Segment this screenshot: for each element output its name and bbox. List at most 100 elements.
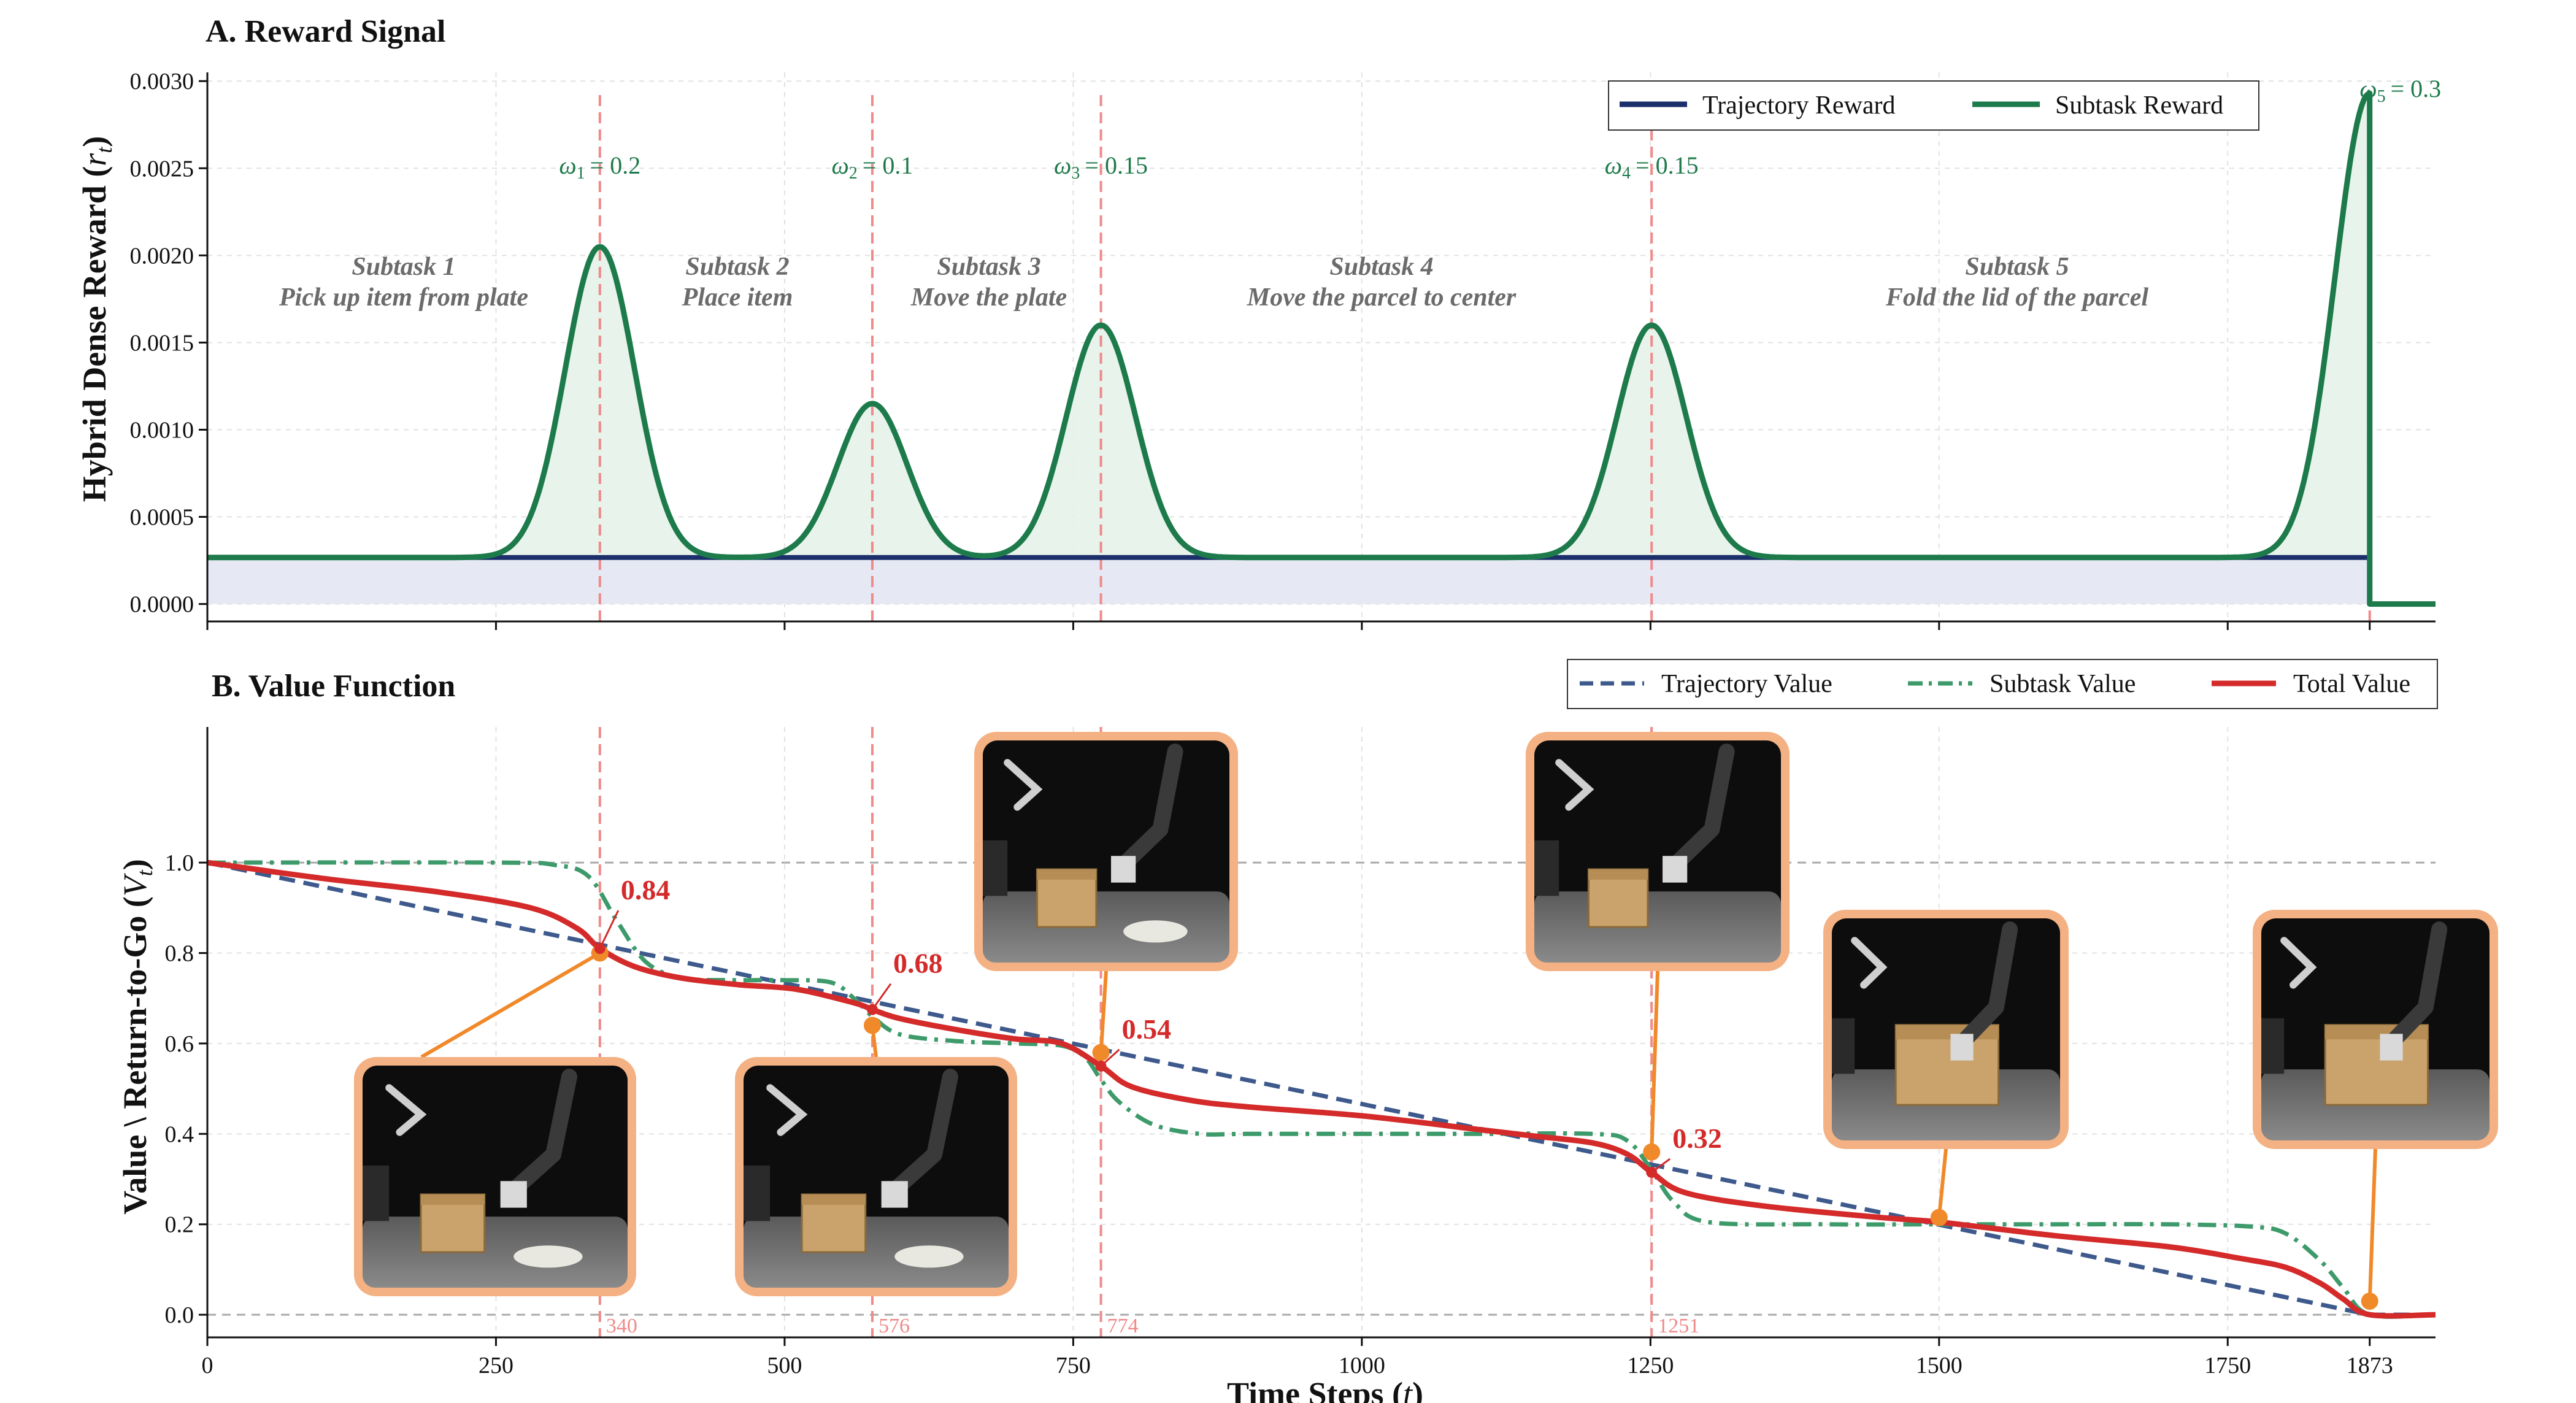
- keyframe-parcel-lid-1: [421, 1194, 485, 1205]
- reward-ytick-label-4: 0.0020: [130, 243, 194, 269]
- subtask-desc-2: Place item: [682, 283, 793, 312]
- legend-trajectory-reward: Trajectory Reward: [1702, 91, 1896, 120]
- keyframe-second-arm-1: [385, 1084, 427, 1136]
- keyframe-image-6: [2253, 910, 2498, 1149]
- keyframe-marker-2: [863, 1017, 881, 1034]
- keyframe-parcel-lid-3: [1037, 869, 1096, 880]
- keyframe-gripper-5: [1950, 1034, 1974, 1061]
- value-xtick-label-0: 0: [202, 1353, 213, 1378]
- reward-legend: Trajectory Reward Subtask Reward: [1608, 80, 2259, 131]
- keyframe-connector-3: [1099, 971, 1108, 1053]
- value-xtick-label-5: 1250: [1627, 1353, 1674, 1378]
- reward-panel-title: A. Reward Signal: [206, 14, 445, 49]
- keyframe-gripper-1: [500, 1181, 527, 1208]
- value-xtick-label-4: 1000: [1339, 1353, 1385, 1378]
- value-xtick-label-8: 1873: [2347, 1353, 2393, 1378]
- subtask-desc-3: Move the plate: [910, 283, 1067, 312]
- reward-lines: [207, 90, 2436, 607]
- value-xtick-label-3: 750: [1056, 1353, 1091, 1378]
- keyframe-fixture-4: [1534, 840, 1559, 896]
- reward-fills: [207, 93, 2370, 604]
- keyframe-fixture-2: [744, 1165, 771, 1221]
- keyframe-table-2: [744, 1217, 1009, 1288]
- subtask-name-5: Subtask 5: [1965, 253, 2069, 281]
- value-ytick-label-2: 0.4: [165, 1121, 194, 1147]
- subtask-desc-4: Move the parcel to center: [1247, 283, 1517, 312]
- value-leader-2: [871, 983, 892, 1010]
- keyframe-table-1: [363, 1217, 628, 1288]
- keyframe-image-5: [1823, 910, 2069, 1149]
- keyframe-robot-arm-6: [2385, 921, 2448, 1049]
- value-label-3: 0.54: [1122, 1013, 1172, 1045]
- keyframe-image-4: [1526, 732, 1790, 971]
- reward-axes: 0.0000 0.0005 0.0010 0.0015 0.0020 0.0025 0.00…: [130, 69, 2436, 630]
- value-label-1: 0.84: [621, 874, 671, 905]
- subtask-reward-line: [207, 90, 2436, 607]
- reward-ytick-label-1: 0.0005: [130, 505, 194, 531]
- value-label-2: 0.68: [893, 948, 943, 979]
- keyframe-fixture-1: [363, 1165, 390, 1221]
- keyframe-fixture-5: [1832, 1018, 1855, 1074]
- total-value-line: [207, 859, 2436, 1319]
- subtask-desc-5: Fold the lid of the parcel: [1885, 283, 2148, 312]
- keyframe-gripper-6: [2380, 1034, 2403, 1061]
- value-ytick-label-4: 0.8: [165, 941, 194, 967]
- value-ytick-label-5: 1.0: [165, 850, 194, 876]
- keyframe-connector-5: [1937, 1148, 1948, 1218]
- keyframe-table-4: [1534, 891, 1781, 963]
- reward-ytick-label-6: 0.0030: [130, 69, 194, 94]
- value-lines: [207, 859, 2436, 1319]
- trajectory-reward-fill: [207, 557, 2370, 604]
- subtask-name-3: Subtask 3: [937, 253, 1040, 281]
- keyframe-images: [354, 732, 2498, 1296]
- boundary-step-label-2: 576: [879, 1315, 910, 1337]
- keyframe-second-arm-2: [766, 1084, 808, 1136]
- reward-panel: A. Reward Signal 0.0000 0.0005 0.0010 0.001…: [76, 14, 2441, 630]
- keyframe-robot-arm-1: [508, 1069, 577, 1196]
- weight-label-5: ω5 = 0.3: [2359, 75, 2441, 106]
- value-xtick-label-2: 500: [767, 1353, 802, 1378]
- keyframe-fixture-6: [2261, 1018, 2285, 1074]
- keyframe-gripper-3: [1111, 856, 1136, 883]
- boundary-step-label-3: 774: [1107, 1315, 1139, 1337]
- weight-labels: ω1 = 0.2 ω2 = 0.1 ω3 = 0.15 ω4 = 0.15 ω5 = 0.3: [559, 75, 2441, 183]
- value-ytick-label-1: 0.2: [165, 1212, 194, 1238]
- keyframe-connector-1: [420, 951, 601, 1059]
- value-label-4: 0.32: [1672, 1123, 1722, 1154]
- keyframe-connector-6: [2367, 1148, 2377, 1302]
- keyframe-table-3: [983, 891, 1229, 963]
- keyframe-robot-arm-3: [1118, 744, 1183, 871]
- reward-ytick-label-3: 0.0015: [130, 330, 194, 356]
- legend-total-value: Total Value: [2293, 670, 2410, 698]
- reward-ytick-label-2: 0.0010: [130, 417, 194, 443]
- keyframe-parcel-lid-2: [802, 1194, 866, 1205]
- keyframe-plate-1: [513, 1245, 583, 1268]
- value-ytick-label-3: 0.6: [165, 1031, 194, 1057]
- value-xtick-label-6: 1500: [1916, 1353, 1963, 1378]
- keyframe-image-3: [974, 732, 1238, 971]
- keyframe-robot-arm-2: [889, 1069, 958, 1196]
- boundary-step-label-1: 340: [606, 1315, 637, 1337]
- keyframe-fixture-3: [983, 840, 1008, 896]
- keyframe-image-1: [354, 1057, 636, 1296]
- subtask-reward-fill: [207, 93, 2370, 558]
- keyframe-second-arm-5: [1851, 937, 1888, 989]
- keyframe-gripper-4: [1663, 856, 1688, 883]
- value-xlabel: Time Steps (t): [1227, 1375, 1423, 1403]
- keyframe-second-arm-4: [1555, 759, 1594, 811]
- reward-ylabel: Hybrid Dense Reward (rt): [76, 136, 117, 502]
- value-axes: 0.0 0.2 0.4 0.6 0.8 1.0 0 250 500 750 1000 1250 1500…: [165, 727, 2436, 1378]
- weight-label-3: ω3 = 0.15: [1054, 152, 1148, 183]
- value-panel-title: B. Value Function: [212, 669, 455, 704]
- weight-label-2: ω2 = 0.1: [832, 152, 913, 183]
- legend-subtask-reward: Subtask Reward: [2055, 91, 2223, 120]
- keyframe-robot-arm-5: [1956, 921, 2018, 1049]
- value-xtick-label-1: 250: [479, 1353, 513, 1378]
- keyframe-plate-3: [1123, 920, 1188, 943]
- weight-label-4: ω4 = 0.15: [1605, 152, 1699, 183]
- keyframe-connector-4: [1650, 971, 1659, 1152]
- keyframe-robot-arm-4: [1669, 744, 1735, 871]
- value-legend: Trajectory Value Subtask Value Total Val…: [1567, 659, 2438, 709]
- keyframe-marker-6: [2361, 1293, 2378, 1310]
